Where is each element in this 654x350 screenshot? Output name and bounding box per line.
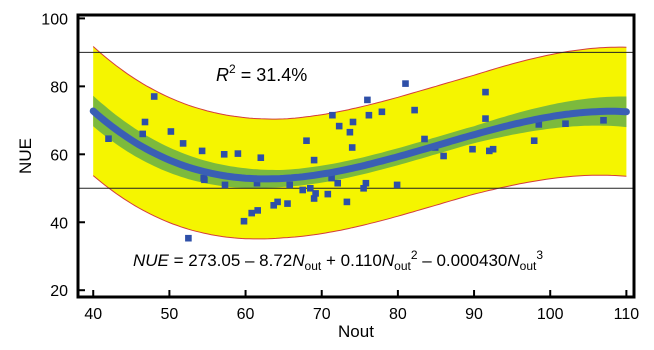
y-tick-label-100: 100 bbox=[41, 11, 68, 28]
plot-frame bbox=[76, 13, 636, 299]
data-point-4 bbox=[167, 128, 175, 135]
data-point-31 bbox=[334, 179, 341, 187]
data-point-45 bbox=[421, 135, 428, 143]
data-point-12 bbox=[234, 150, 242, 157]
data-point-13 bbox=[240, 217, 248, 225]
data-point-18 bbox=[270, 202, 277, 209]
data-point-36 bbox=[349, 118, 357, 126]
r-squared-annotation: R2 = 31.4% bbox=[216, 62, 307, 85]
data-point-2 bbox=[141, 118, 149, 126]
data-point-9 bbox=[201, 176, 208, 184]
data-point-11 bbox=[221, 181, 229, 189]
x-tick-label-80: 80 bbox=[389, 306, 407, 323]
data-point-41 bbox=[378, 108, 386, 116]
data-point-42 bbox=[393, 181, 401, 189]
data-point-44 bbox=[411, 106, 418, 114]
data-point-56 bbox=[600, 117, 607, 124]
data-point-29 bbox=[328, 174, 335, 182]
data-point-21 bbox=[286, 181, 293, 189]
data-point-51 bbox=[486, 147, 493, 155]
y-tick-label-80: 80 bbox=[50, 79, 68, 96]
data-point-20 bbox=[284, 200, 291, 207]
y-axis-ticks: 20 40 60 80 100 bbox=[41, 11, 85, 300]
data-point-17 bbox=[257, 154, 265, 161]
data-point-3 bbox=[150, 93, 158, 100]
data-point-35 bbox=[348, 144, 356, 151]
data-point-43 bbox=[402, 80, 409, 87]
data-point-47 bbox=[440, 152, 447, 160]
data-point-5 bbox=[179, 140, 187, 147]
prediction-band bbox=[93, 46, 627, 239]
data-point-32 bbox=[335, 122, 343, 130]
x-tick-label-40: 40 bbox=[84, 306, 102, 323]
regression-fit-line bbox=[89, 107, 630, 183]
prediction-band-upper-edge bbox=[92, 46, 627, 120]
data-points bbox=[105, 80, 607, 242]
data-point-0 bbox=[105, 135, 112, 142]
regression-equation: NUE = 273.05 – 8.72Nout + 0.110Nout2 – 0… bbox=[133, 248, 543, 273]
x-tick-label-100: 100 bbox=[537, 306, 564, 323]
x-tick-label-50: 50 bbox=[160, 306, 178, 323]
data-point-23 bbox=[303, 137, 310, 144]
data-point-27 bbox=[310, 156, 318, 164]
prediction-band-lower-edge bbox=[92, 174, 627, 240]
data-point-50 bbox=[482, 115, 489, 122]
data-point-25 bbox=[310, 195, 318, 202]
y-axis-label: NUE bbox=[16, 138, 35, 174]
data-point-52 bbox=[489, 145, 497, 153]
x-axis-label: Nout bbox=[338, 322, 374, 341]
x-tick-label-60: 60 bbox=[237, 306, 255, 323]
data-point-37 bbox=[360, 185, 367, 192]
x-tick-label-110: 110 bbox=[614, 306, 640, 323]
y-tick-label-20: 20 bbox=[50, 283, 68, 300]
data-point-30 bbox=[329, 111, 336, 119]
data-point-16 bbox=[253, 179, 261, 187]
x-axis-ticks: 40 50 60 70 80 90 100 110 bbox=[84, 290, 639, 323]
data-point-6 bbox=[185, 234, 192, 242]
data-point-1 bbox=[139, 130, 146, 138]
data-point-22 bbox=[299, 186, 306, 194]
data-point-28 bbox=[324, 190, 332, 198]
data-point-19 bbox=[274, 198, 281, 206]
data-point-33 bbox=[343, 198, 351, 206]
data-point-40 bbox=[365, 111, 373, 119]
x-tick-label-70: 70 bbox=[313, 306, 331, 323]
data-point-53 bbox=[530, 137, 538, 144]
data-point-7 bbox=[198, 147, 206, 155]
y-tick-label-60: 60 bbox=[50, 147, 68, 164]
y-tick-label-40: 40 bbox=[50, 215, 68, 232]
data-point-24 bbox=[307, 185, 314, 192]
data-point-10 bbox=[220, 151, 228, 158]
data-point-38 bbox=[362, 179, 370, 187]
data-point-55 bbox=[562, 120, 569, 127]
data-point-26 bbox=[312, 190, 319, 197]
x-tick-label-90: 90 bbox=[465, 306, 483, 323]
data-point-39 bbox=[364, 96, 371, 104]
data-point-49 bbox=[482, 88, 489, 96]
data-point-34 bbox=[346, 128, 354, 136]
data-point-48 bbox=[469, 145, 476, 153]
data-point-15 bbox=[254, 207, 261, 214]
data-point-14 bbox=[248, 209, 255, 217]
data-point-54 bbox=[535, 121, 543, 128]
